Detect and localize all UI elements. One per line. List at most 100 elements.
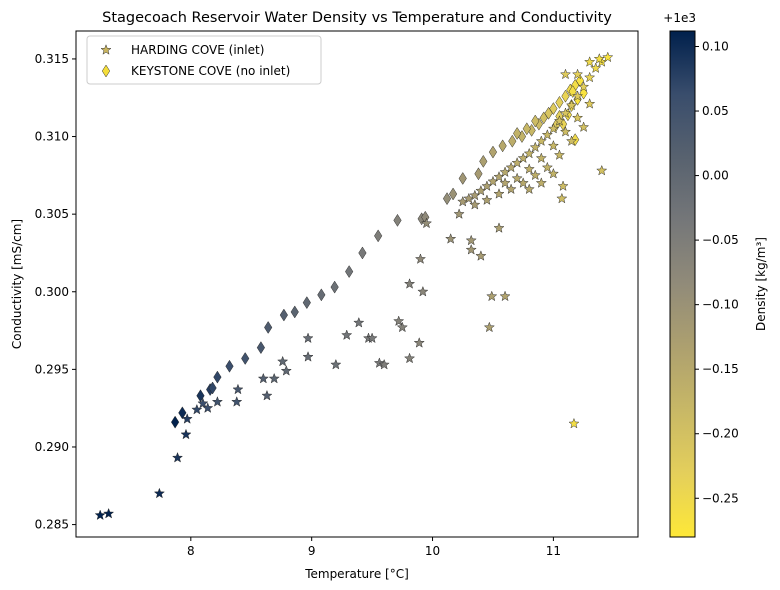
data-point-harding [590,62,602,73]
data-point-harding [535,135,547,146]
data-point-harding [572,112,584,123]
data-point-keystone [358,246,367,260]
data-point-harding [547,122,559,134]
colorbar: 0.10 0.05 0.00 −0.05 −0.10 −0.15 −0.20 −0.25 +1… [663,11,768,538]
y-tick-label: 0.295 [35,362,69,376]
data-point-harding [465,234,477,246]
y-tick-label: 0.285 [35,518,69,532]
colorbar-tick-label: 0.05 [702,104,729,118]
data-point-harding [556,192,568,204]
legend-label-keystone: KEYSTONE COVE (no inlet) [131,64,290,78]
colorbar-tick-label: −0.25 [702,491,739,505]
data-point-keystone [279,308,288,322]
legend-box [86,35,322,85]
data-point-harding [302,332,314,344]
data-point-keystone [178,406,187,420]
data-point-harding [584,71,596,83]
data-point-keystone [575,74,585,88]
data-point-harding [535,152,547,163]
data-point-harding [499,177,511,188]
data-point-harding [493,188,505,199]
data-point-harding [302,351,314,362]
data-point-harding [469,198,481,210]
data-point-harding [505,183,517,195]
data-point-harding [541,161,553,173]
data-point-keystone [213,370,222,384]
data-point-harding [417,285,429,297]
data-point-keystone [374,229,383,243]
data-point-harding [523,147,535,159]
data-point-harding [547,140,559,151]
data-point-harding [261,389,273,401]
data-point-keystone [549,102,558,116]
data-point-harding [277,355,289,367]
legend: HARDING COVE (inlet) KEYSTONE COVE (no in… [86,35,322,85]
data-point-harding [181,413,193,424]
data-point-harding [483,321,495,333]
data-point-harding [475,250,487,261]
data-point-harding [602,51,614,63]
colorbar-tick-label: −0.10 [702,298,739,312]
data-point-keystone [522,122,531,136]
data-point-harding [578,121,590,132]
colorbar-gradient [669,30,696,538]
y-tick-label: 0.310 [35,130,69,144]
colorbar-tick-label: −0.05 [702,233,739,247]
data-point-keystone [208,381,217,395]
data-point-harding [453,208,465,219]
data-point-keystone [241,352,250,365]
data-point-keystone [531,114,540,128]
data-point-keystone [561,89,570,103]
colorbar-offset-label: +1e3 [663,11,696,25]
data-point-keystone [393,213,402,227]
colorbar-tick-label: 0.00 [702,169,729,183]
data-point-harding [197,397,209,409]
data-point-harding [547,167,559,179]
data-point-harding [565,99,578,111]
data-point-harding [572,68,584,80]
x-axis: 8 9 10 11 [187,537,561,558]
colorbar-label: Density [kg/m³] [754,237,768,331]
data-point-harding [191,403,203,415]
legend-marker-harding [100,44,112,55]
data-point-keystone [290,305,299,319]
data-point-keystone [479,154,488,168]
data-point-harding [596,164,608,176]
data-point-harding [523,163,535,174]
data-point-harding [593,53,605,64]
x-axis-label: Temperature [°C] [304,567,409,581]
data-point-keystone [317,288,326,302]
data-point-keystone [508,134,517,148]
data-point-harding [584,98,596,109]
data-point-harding [396,321,408,333]
data-point-harding [568,417,580,429]
data-point-harding [231,396,243,407]
data-point-harding [584,56,596,67]
data-point-keystone [345,265,354,279]
data-point-harding [535,177,547,188]
data-point-harding [280,365,292,376]
data-point-harding [529,169,541,181]
data-point-harding [373,357,385,368]
x-tick-label: 8 [187,544,195,558]
data-point-harding [211,396,223,407]
data-point-keystone [264,321,273,334]
data-point-harding [413,337,425,348]
data-point-harding [511,172,523,184]
data-point-keystone [488,145,498,159]
data-point-harding [529,141,541,153]
data-point-harding [557,180,569,191]
data-point-keystone [330,280,339,294]
y-axis-label: Conductivity [mS/cm] [10,219,24,349]
data-point-harding [553,115,566,126]
data-point-harding [378,358,390,370]
data-point-keystone [513,127,522,140]
data-point-keystone [555,95,564,109]
data-point-keystone [474,167,483,181]
data-point-harding [404,278,416,289]
data-point-harding [171,451,184,463]
data-point-harding [523,183,535,195]
data-point-harding [202,402,214,413]
data-point-harding [153,487,165,499]
data-point-harding [493,222,505,233]
